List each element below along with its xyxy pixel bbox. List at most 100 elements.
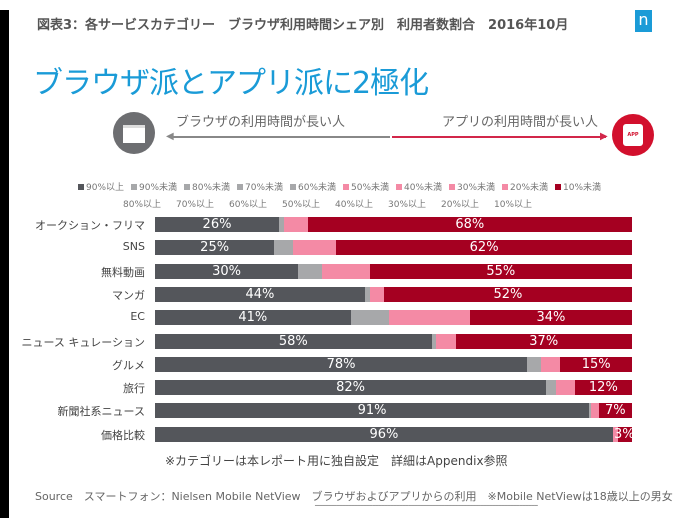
bar-segment [591,403,599,419]
legend-swatch [555,184,561,190]
legend-label-line2: 10%以上 [494,200,533,210]
data-label: 44% [245,286,275,302]
browser-label: ブラウザの利用時間が長い人 [176,115,346,130]
data-label: 37% [529,333,559,349]
bar-segment [546,380,556,396]
data-label: 3% [614,426,632,442]
left-arrow [172,136,390,138]
data-label: 96% [369,426,399,442]
legend-label-line2: 60%以上 [229,200,268,210]
headline: ブラウザ派とアプリ派に2極化 [33,66,429,101]
legend-item: 10%未満 [555,180,601,193]
legend-label: 60%未満 [298,183,337,193]
bar-segment [455,333,632,349]
bar-segment [589,403,592,419]
legend-swatch [237,184,243,190]
bar-segment [612,426,618,442]
category-label: 新聞社系ニュース [57,405,145,419]
bar-segment [469,310,632,326]
footnote: ※カテゴリーは本レポート用に独自設定 詳細はAppendix参照 [165,454,508,468]
bar-segment [155,403,590,419]
category-label: 旅行 [123,382,145,396]
bar-segment [617,426,632,442]
legend-label-line2: 70%以上 [176,200,215,210]
legend-swatch [502,184,508,190]
bar-segment [155,356,528,372]
bar-segment [298,263,322,279]
bar-segment [321,263,370,279]
bar-segment [541,356,561,372]
app-icon-text: APP [623,124,643,146]
data-label: 62% [469,240,499,256]
category-label: EC [130,310,145,324]
legend-label: 90%以上 [86,183,125,193]
left-side-bar [0,10,9,518]
source: Source スマートフォン：Nielsen Mobile NetView ブラ… [35,490,673,503]
browser-icon [113,112,155,154]
app-icon: APP [612,114,654,156]
data-label: 78% [326,356,356,372]
data-label: 52% [493,286,523,302]
app-label: アプリの利用時間が長い人 [442,115,599,130]
legend-label: 90%未満 [139,183,178,193]
bar-segment [155,380,547,396]
legend-label-line2: 30%以上 [388,200,427,210]
data-label: 25% [200,240,230,256]
legend-swatch [184,184,190,190]
legend-swatch [131,184,137,190]
legend-label-line2: 80%以上 [123,200,162,210]
bar-segment [274,240,294,256]
legend-label: 70%未満 [245,183,284,193]
data-label: 41% [238,310,268,326]
bar-segment [364,286,370,302]
bar-segment [560,356,632,372]
legend-item: 50%未満 40%以上 [335,180,389,210]
bar-segment [155,240,275,256]
category-label: 無料動画 [101,265,145,279]
bar-segment [155,217,280,232]
legend-item: 60%未満 50%以上 [282,180,337,210]
legend-swatch [290,184,296,190]
bar-segment [388,310,470,326]
legend-label: 30%未満 [457,183,496,193]
legend-item: 40%未満 30%以上 [388,180,442,210]
data-label: 12% [588,380,618,396]
data-label: 68% [455,217,485,232]
legend-label-line2: 50%以上 [282,200,321,210]
legend-label-line2: 20%以上 [441,200,480,210]
legend-item: 20%未満 10%以上 [494,180,549,210]
category-label: グルメ [112,358,145,372]
bar-segment [555,380,575,396]
bar-segment [307,217,632,232]
data-label: 30% [212,263,241,279]
category-label: オークション・フリマ [35,219,145,232]
bar-segment [155,263,299,279]
legend-label: 20%未満 [510,183,549,193]
legend-label: 10%未満 [563,183,602,193]
category-label: マンガ [112,288,145,302]
data-label: 82% [336,380,366,396]
category-label: ニュース キュレーション [21,335,145,349]
bar-segment [383,286,632,302]
data-label: 15% [581,356,611,372]
bar-segment [369,263,632,279]
legend-swatch [343,184,349,190]
bar-segment [293,240,337,256]
right-arrow [392,136,606,138]
right-arrowhead-icon: ▶ [600,131,608,142]
legend-swatch [449,184,455,190]
category-label: SNS [122,240,145,254]
bar-segment [155,310,351,326]
legend-label-line2: 40%以上 [335,200,374,210]
contact-line: ━━━━━━━━━━━━━━━━━━━━━━━━━━━━━━━━━━━━━━━━… [315,503,538,509]
bar-segment [527,356,542,372]
legend-item: 80%未満 70%以上 [176,180,230,210]
legend-item: 90%未満 80%以上 [123,180,178,210]
bar-segment [279,217,284,232]
category-label: 価格比較 [101,428,145,442]
data-label: 34% [536,310,566,326]
data-label: 55% [486,263,516,279]
legend-item: 90%以上 [78,180,124,193]
bar-segment [431,333,437,349]
